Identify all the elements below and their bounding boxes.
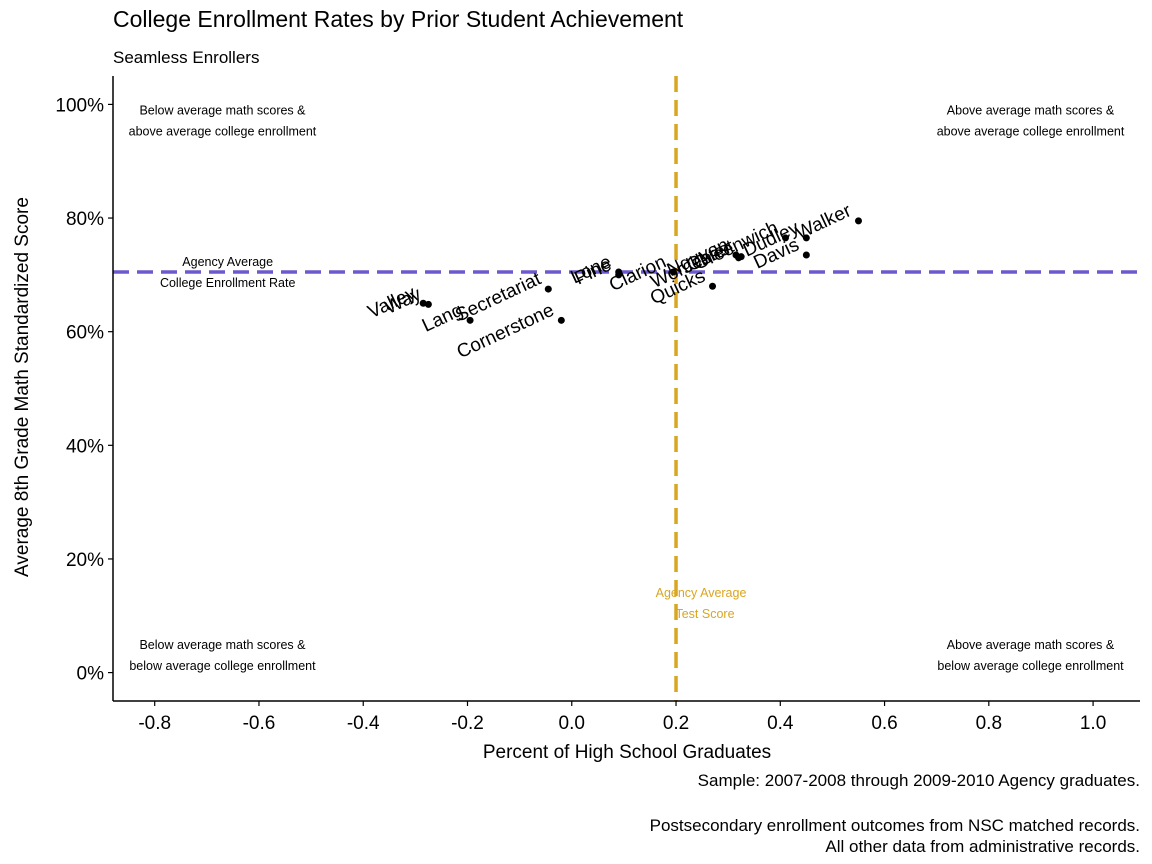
quadrant-annotation-bottom-right: Above average math scores & [947, 638, 1115, 652]
x-tick-label: 1.0 [1080, 713, 1106, 734]
data-point [782, 234, 790, 242]
data-point [557, 316, 565, 324]
data-point [802, 234, 810, 242]
y-tick-label: 20% [66, 550, 104, 571]
data-point [709, 282, 717, 290]
quadrant-annotation-top-left: above average college enrollment [129, 124, 317, 138]
y-tick-label: 100% [55, 95, 104, 116]
data-point [466, 316, 474, 324]
data-point [544, 285, 552, 293]
y-tick-label: 40% [66, 436, 104, 457]
quadrant-annotation-top-right: above average college enrollment [937, 124, 1125, 138]
data-point [419, 299, 427, 307]
annotations: Agency Average College Enrollment Rate Age… [129, 103, 1125, 672]
quadrant-annotation-top-left: Below average math scores & [139, 103, 306, 117]
test-score-average-label: Agency Average [656, 586, 747, 600]
y-tick-label: 0% [77, 664, 105, 685]
chart-title: College Enrollment Rates by Prior Studen… [113, 6, 684, 32]
data-point [424, 300, 432, 308]
point-label: Way [382, 284, 425, 319]
data-point [737, 253, 745, 261]
x-tick-label: 0.8 [976, 713, 1002, 734]
x-tick-label: -0.4 [347, 713, 380, 734]
data-point [615, 271, 623, 279]
caption-admin-source: All other data from administrative recor… [825, 837, 1140, 856]
quadrant-annotation-bottom-left: Below average math scores & [139, 638, 306, 652]
x-tick-label: -0.2 [451, 713, 484, 734]
data-point [669, 268, 677, 276]
enrollment-average-label: Agency Average [182, 255, 273, 269]
data-point [854, 217, 862, 225]
quadrant-annotation-top-right: Above average math scores & [947, 103, 1115, 117]
caption-sample: Sample: 2007-2008 through 2009-2010 Agen… [697, 771, 1140, 790]
test-score-average-label: Test Score [675, 607, 734, 621]
x-tick-label: 0.6 [871, 713, 897, 734]
x-tick-label: -0.6 [243, 713, 276, 734]
axes: -0.8 -0.6 -0.4 -0.2 0.0 0.2 0.4 0.6 0.8 1.0 0% 20% 4… [55, 76, 1140, 734]
quadrant-annotation-bottom-left: below average college enrollment [129, 659, 316, 673]
quadrant-annotation-bottom-right: below average college enrollment [937, 659, 1124, 673]
x-tick-label: -0.8 [138, 713, 171, 734]
y-axis-title: Average 8th Grade Math Standardized Scor… [12, 197, 33, 577]
data-points: ValleyWayLangSecretariatCornerstoneLoneP… [365, 200, 862, 363]
point-label: Walker [793, 200, 855, 244]
y-tick-label: 80% [66, 209, 104, 230]
x-tick-label: 0.2 [663, 713, 689, 734]
chart-subtitle: Seamless Enrollers [113, 48, 260, 67]
y-tick-label: 60% [66, 323, 104, 344]
x-tick-label: 0.0 [559, 713, 585, 734]
x-axis-title: Percent of High School Graduates [483, 742, 771, 763]
caption-nsc-source: Postsecondary enrollment outcomes from N… [649, 816, 1140, 835]
reference-lines [113, 76, 1140, 701]
enrollment-average-label: College Enrollment Rate [160, 276, 296, 290]
x-tick-label: 0.4 [767, 713, 794, 734]
point-label: Pine [571, 254, 614, 289]
data-point [802, 251, 810, 259]
